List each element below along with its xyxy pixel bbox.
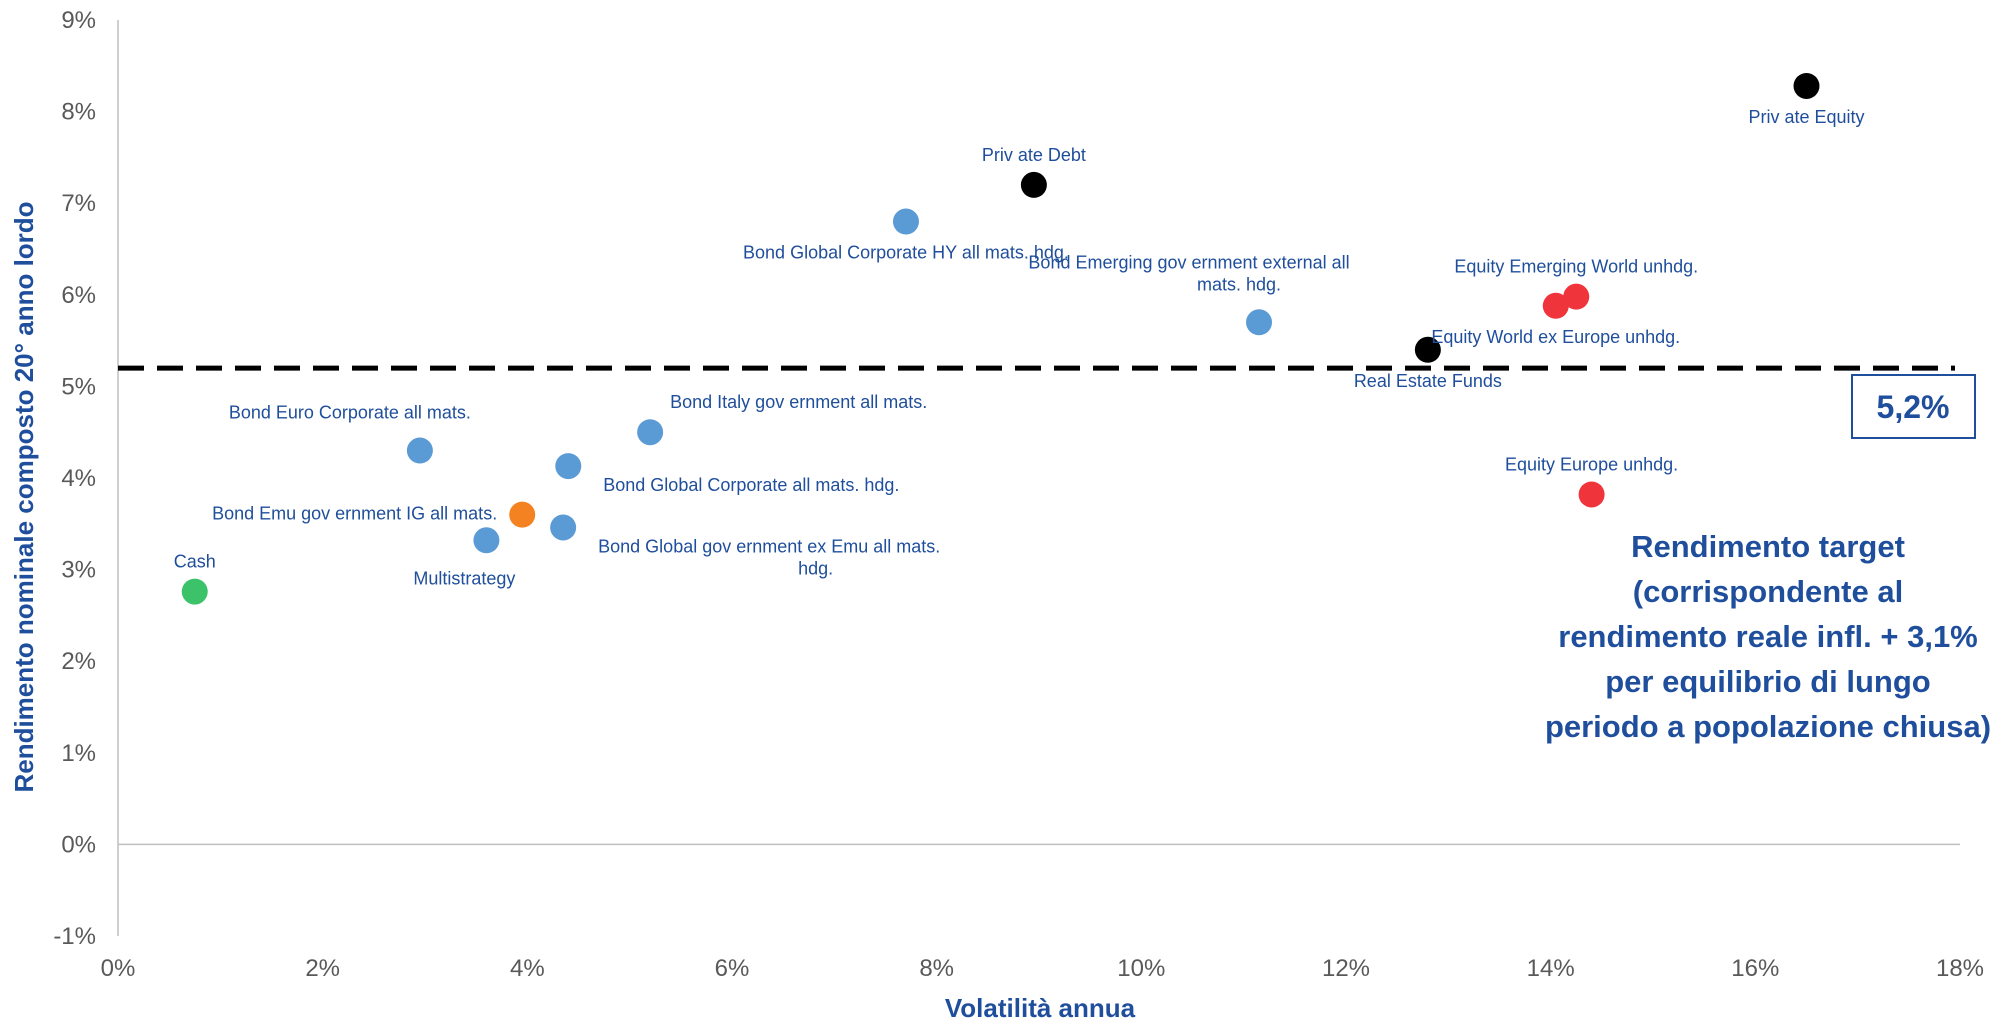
y-tick-label: 2%: [61, 648, 96, 675]
data-point: [637, 419, 664, 446]
data-point: [1246, 309, 1273, 336]
data-points: [181, 72, 1820, 605]
data-point: [1414, 336, 1441, 363]
point-label: Equity Europe unhdg.: [1505, 454, 1678, 474]
x-tick-label: 16%: [1731, 955, 1779, 982]
target-value-box: [1851, 374, 1976, 439]
point-labels: Cash Multistrategy Bond Emu gov ernment IG…: [174, 107, 1865, 588]
x-tick-label: 12%: [1322, 955, 1370, 982]
x-tick-label: 2%: [305, 955, 340, 982]
data-point: [892, 208, 919, 235]
point-label: Equity World ex Europe unhdg.: [1431, 327, 1680, 347]
point-label: Real Estate Funds: [1354, 371, 1502, 391]
point-label: Bond Euro Corporate all mats.: [229, 403, 471, 423]
data-point: [509, 501, 536, 528]
x-tick-label: 18%: [1936, 955, 1984, 982]
y-tick-label: 8%: [61, 99, 96, 126]
x-tick-label: 8%: [919, 955, 954, 982]
point-label: Priv ate Equity: [1748, 107, 1864, 127]
annotation-line: per equilibrio di lungo: [1605, 664, 1931, 699]
data-point: [1578, 481, 1605, 508]
x-tick-label: 0%: [101, 955, 136, 982]
data-point: [473, 527, 500, 554]
point-label: Bond Emerging gov ernment external all ma…: [1028, 252, 1349, 294]
data-point: [1793, 72, 1820, 99]
tick-labels: -1%0%1%2%3%4%5%6%7%8%9%0% 2% 4% 6% 8% 10% 12% 1…: [53, 7, 1984, 982]
point-label: Priv ate Debt: [982, 145, 1086, 165]
y-tick-label: 9%: [61, 7, 96, 34]
annotation-line: rendimento reale infl. + 3,1%: [1558, 619, 1978, 654]
y-axis-title: Rendimento nominale composto 20° anno lo…: [9, 201, 39, 792]
data-point: [555, 453, 582, 480]
y-tick-label: 6%: [61, 282, 96, 309]
target-annotation: Rendimento target (corrispondente al rendi…: [1545, 529, 1991, 744]
x-axis-title: Volatilità annua: [945, 993, 1136, 1021]
data-point: [1542, 292, 1569, 319]
point-label: Equity Emerging World unhdg.: [1454, 257, 1698, 277]
y-tick-label: 5%: [61, 373, 96, 400]
annotation-line: (corrispondente al: [1633, 574, 1903, 609]
y-tick-label: 4%: [61, 465, 96, 492]
x-tick-label: 6%: [715, 955, 750, 982]
target-value-label: 5,2%: [1877, 389, 1950, 425]
point-label: Bond Global gov ernment ex Emu all mats.…: [598, 536, 940, 578]
point-label: Cash: [174, 552, 216, 572]
y-tick-label: 3%: [61, 557, 96, 584]
data-point: [1020, 171, 1047, 198]
point-label: Multistrategy: [413, 568, 515, 588]
x-tick-label: 14%: [1527, 955, 1575, 982]
x-tick-label: 4%: [510, 955, 545, 982]
y-tick-label: 0%: [61, 831, 96, 858]
point-label: Bond Italy gov ernment all mats.: [670, 392, 927, 412]
target-line-group: 5,2%: [118, 365, 1976, 439]
data-point: [1563, 283, 1590, 310]
x-tick-label: 10%: [1117, 955, 1165, 982]
data-point: [406, 437, 433, 464]
point-label: Bond Global Corporate HY all mats. hdg.: [743, 243, 1069, 263]
axes: [117, 20, 1960, 936]
data-point: [181, 578, 208, 605]
y-tick-label: 7%: [61, 190, 96, 217]
data-point: [550, 514, 577, 541]
point-label: Bond Emu gov ernment IG all mats.: [212, 504, 497, 524]
annotation-line: periodo a popolazione chiusa): [1545, 709, 1991, 744]
y-tick-label: -1%: [53, 923, 96, 950]
point-label: Bond Global Corporate all mats. hdg.: [603, 475, 899, 495]
y-tick-label: 1%: [61, 740, 96, 767]
annotation-line: Rendimento target: [1631, 529, 1905, 564]
